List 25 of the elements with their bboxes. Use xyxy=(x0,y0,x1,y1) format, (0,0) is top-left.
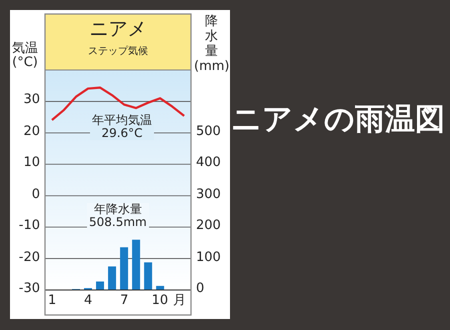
x-tick-label: 10 xyxy=(152,293,168,308)
x-tick-label: 1 xyxy=(48,293,56,308)
y-tick-label: 20 xyxy=(23,124,40,140)
y-tick-label: -20 xyxy=(18,250,40,265)
y-tick-label: 0 xyxy=(32,186,40,202)
chart-subtitle: ニアメ xyxy=(90,18,146,40)
text: ステップ気候 xyxy=(88,46,148,57)
annotation: 年降水量 508.5mm xyxy=(87,202,149,230)
y-tick-label: 10 xyxy=(23,155,40,171)
y2-tick-label: 500 xyxy=(196,124,221,140)
y-tick-label: 30 xyxy=(23,92,40,108)
annotation: 年平均気温 29.6°C xyxy=(90,113,154,140)
y2-tick-label: 200 xyxy=(196,218,221,234)
y2-tick-label: 300 xyxy=(196,186,221,202)
x-tick-label: 7 xyxy=(120,293,128,308)
y2-tick-label: 100 xyxy=(196,250,221,265)
text: ニアメの雨温図 xyxy=(231,101,445,139)
y-tick-label: -10 xyxy=(18,218,40,234)
x-axis-title: 月 xyxy=(173,293,186,308)
y2label: 降水量 (mm) xyxy=(194,15,230,75)
y-tick-label: -30 xyxy=(18,281,40,296)
x-tick-label: 4 xyxy=(84,293,92,308)
y2-tick-label: 0 xyxy=(196,281,204,296)
y-axis-title: 気温 (°C) xyxy=(12,41,38,71)
y2-tick-label: 400 xyxy=(196,155,221,171)
